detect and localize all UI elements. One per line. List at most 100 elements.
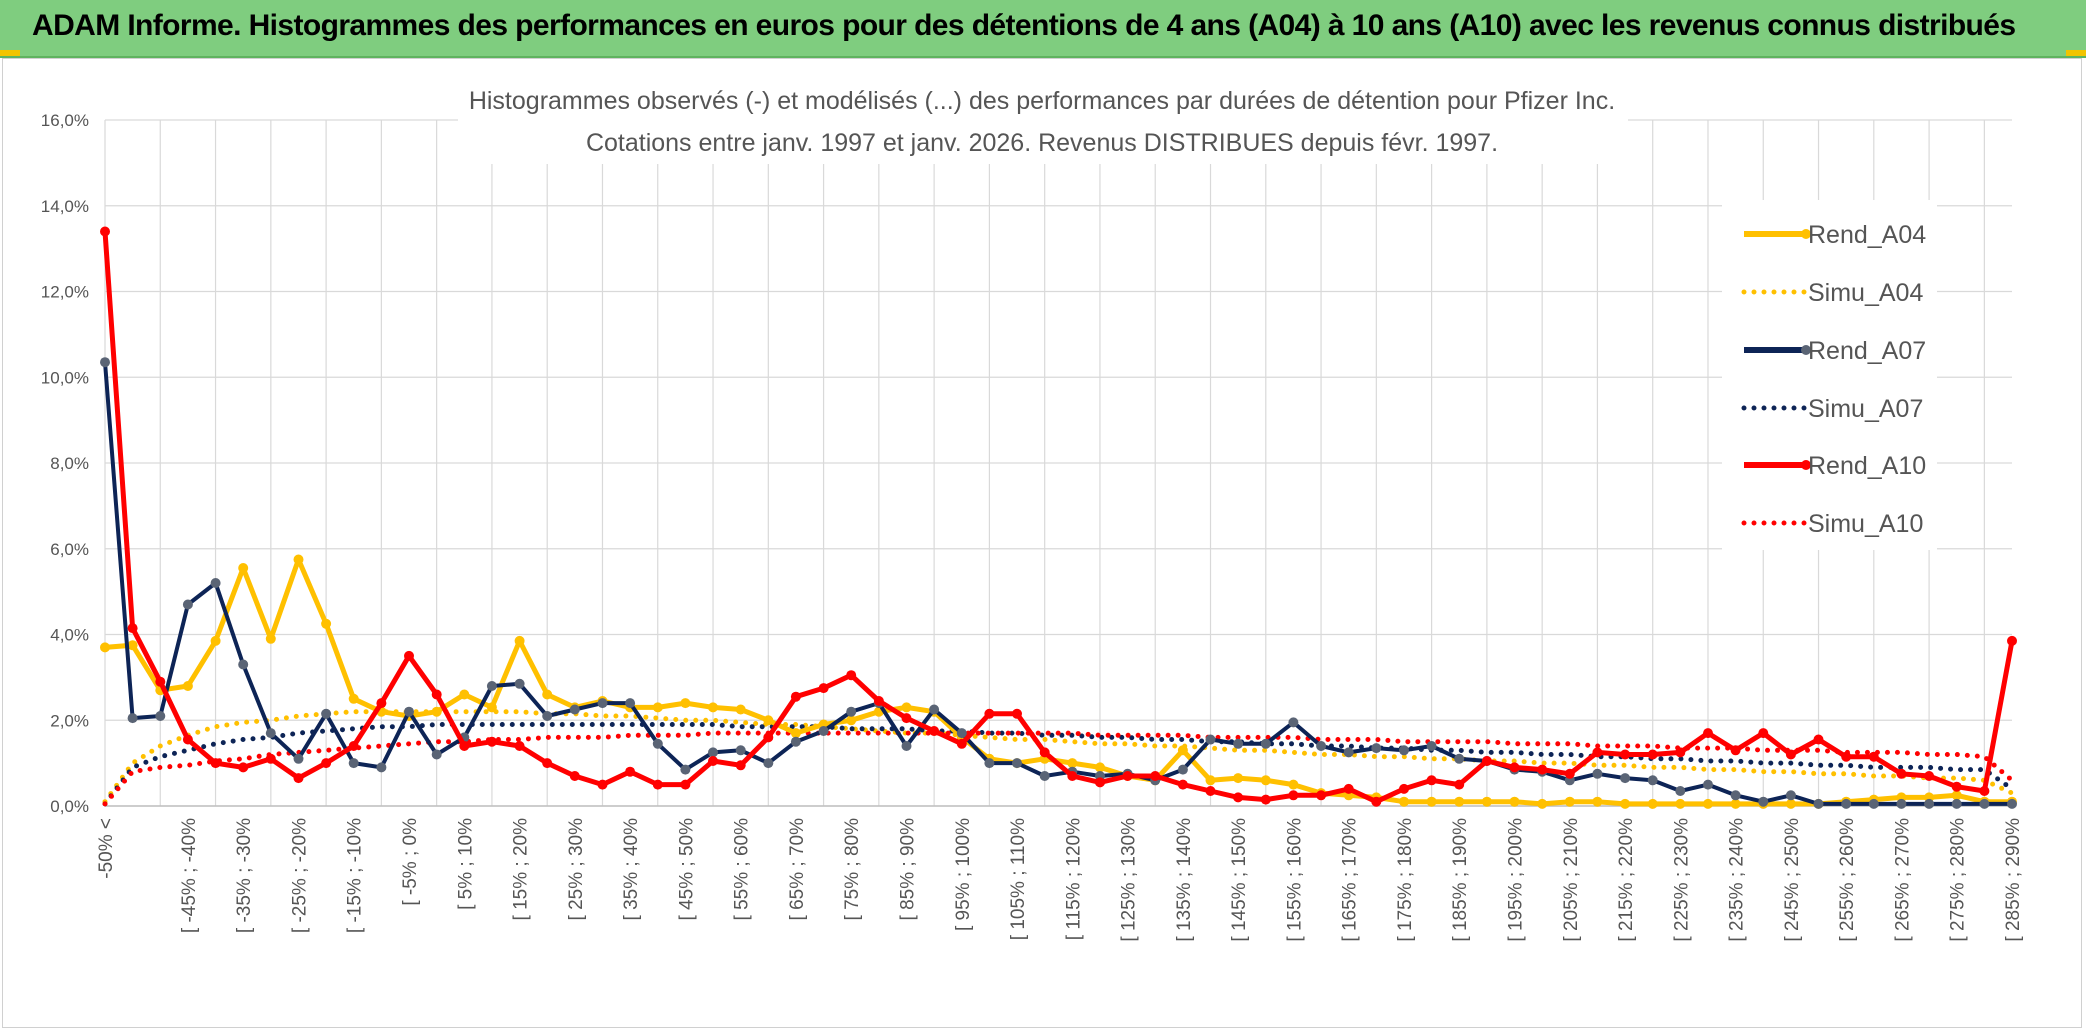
data-point bbox=[763, 758, 774, 769]
legend-marker bbox=[1801, 345, 1811, 355]
data-point bbox=[265, 753, 276, 764]
data-point bbox=[1924, 771, 1935, 781]
legend-item-simu-a10[interactable]: Simu_A10 bbox=[1741, 510, 1923, 538]
data-point bbox=[1647, 775, 1658, 786]
data-point bbox=[1426, 796, 1437, 807]
x-tick-label: [ 275% ; 280% bbox=[1948, 818, 1969, 942]
x-tick-label: [ 165% ; 170% bbox=[1340, 818, 1361, 942]
data-point bbox=[182, 734, 193, 745]
x-tick-label: -50% < bbox=[96, 818, 117, 879]
data-point bbox=[1205, 786, 1216, 796]
x-tick-label: [ 95% ; 100% bbox=[953, 818, 974, 931]
data-point bbox=[182, 599, 193, 610]
data-point bbox=[597, 698, 608, 709]
data-point bbox=[1813, 734, 1824, 745]
data-point bbox=[265, 633, 276, 644]
data-point bbox=[680, 779, 691, 790]
legend-item-rend-a04[interactable]: Rend_A04 bbox=[1744, 221, 1926, 249]
data-point bbox=[597, 779, 608, 790]
x-tick-label: [ -15% ; -10% bbox=[345, 818, 366, 933]
data-point bbox=[1620, 749, 1631, 760]
data-point bbox=[1122, 771, 1133, 781]
legend-item-rend-a07[interactable]: Rend_A07 bbox=[1744, 337, 1926, 365]
data-point bbox=[486, 681, 497, 691]
legend-item-simu-a07[interactable]: Simu_A07 bbox=[1741, 395, 1923, 423]
legend-item-rend-a10[interactable]: Rend_A10 bbox=[1744, 452, 1926, 480]
data-point bbox=[1564, 768, 1575, 779]
data-point bbox=[1316, 741, 1327, 751]
series-group bbox=[100, 226, 2017, 809]
x-tick-label: [ 255% ; 260% bbox=[1837, 818, 1858, 942]
data-point bbox=[1316, 790, 1327, 801]
data-point bbox=[1288, 717, 1299, 728]
legend-item-simu-a04[interactable]: Simu_A04 bbox=[1741, 279, 1923, 307]
data-point bbox=[873, 696, 884, 706]
data-point bbox=[1371, 796, 1382, 807]
legend-label: Simu_A10 bbox=[1808, 510, 1923, 538]
y-tick-label: 8,0% bbox=[50, 454, 89, 473]
chart-title: Histogrammes observés (-) et modélisés (… bbox=[469, 87, 1615, 115]
data-point bbox=[1703, 728, 1713, 739]
data-point bbox=[210, 635, 221, 646]
data-point bbox=[1260, 738, 1271, 749]
data-point bbox=[1758, 796, 1769, 807]
data-point bbox=[818, 683, 829, 694]
data-point bbox=[1177, 745, 1188, 756]
data-point bbox=[1730, 745, 1741, 756]
x-tick-label: [ 195% ; 200% bbox=[1506, 818, 1527, 942]
y-tick-label: 10,0% bbox=[41, 368, 89, 387]
series-rend-a10 bbox=[100, 226, 2017, 807]
data-point bbox=[846, 715, 857, 726]
data-point bbox=[625, 766, 636, 777]
series-line bbox=[102, 231, 2015, 805]
data-point bbox=[569, 704, 580, 715]
data-point bbox=[1620, 773, 1631, 784]
data-point bbox=[846, 706, 857, 717]
data-point bbox=[1509, 762, 1520, 773]
data-point bbox=[1924, 798, 1935, 809]
data-point bbox=[1067, 758, 1078, 769]
legend-background bbox=[1722, 200, 1937, 550]
data-point bbox=[1675, 786, 1686, 796]
data-point bbox=[155, 676, 166, 687]
data-point bbox=[404, 706, 414, 717]
x-tick-label: [ 225% ; 230% bbox=[1671, 818, 1692, 942]
data-point bbox=[1979, 786, 1990, 796]
data-point bbox=[1675, 747, 1686, 758]
data-point bbox=[1592, 796, 1603, 807]
legend[interactable]: Rend_A04 Simu_A04 Rend_A07 Simu_A07 Rend_A10… bbox=[1741, 221, 1926, 538]
x-tick-label: [ 15% ; 20% bbox=[511, 818, 532, 921]
data-point bbox=[265, 728, 276, 739]
data-point bbox=[182, 681, 193, 691]
data-point bbox=[293, 773, 304, 784]
data-point bbox=[569, 771, 580, 781]
x-tick-label: [ 155% ; 160% bbox=[1284, 818, 1305, 942]
data-point bbox=[1481, 796, 1492, 807]
banner-title: ADAM Informe. Histogrammes des performan… bbox=[32, 9, 2016, 42]
x-tick-label: [ 125% ; 130% bbox=[1119, 818, 1140, 942]
data-point bbox=[1067, 771, 1078, 781]
data-point bbox=[127, 623, 138, 634]
data-point bbox=[735, 704, 746, 715]
data-point bbox=[763, 715, 774, 726]
legend-label: Simu_A07 bbox=[1808, 395, 1923, 423]
data-point bbox=[1675, 798, 1686, 809]
data-point bbox=[1896, 768, 1907, 779]
x-tick-label: [ -45% ; -40% bbox=[179, 818, 200, 933]
data-point bbox=[790, 691, 801, 702]
legend-label: Simu_A04 bbox=[1808, 279, 1923, 307]
data-point bbox=[1592, 768, 1603, 779]
data-point bbox=[1620, 798, 1631, 809]
data-point bbox=[1150, 771, 1161, 781]
banner-corner-right bbox=[2066, 50, 2086, 56]
data-point bbox=[708, 747, 718, 758]
series-simu-a04 bbox=[102, 709, 2015, 805]
data-point bbox=[514, 741, 525, 751]
data-point bbox=[1564, 796, 1575, 807]
series-rend-a04 bbox=[100, 554, 2017, 809]
y-tick-label: 2,0% bbox=[50, 711, 89, 730]
data-point bbox=[1951, 781, 1962, 792]
data-point bbox=[956, 738, 967, 749]
data-point bbox=[210, 758, 221, 769]
x-tick-label: [ 115% ; 120% bbox=[1063, 818, 1084, 940]
